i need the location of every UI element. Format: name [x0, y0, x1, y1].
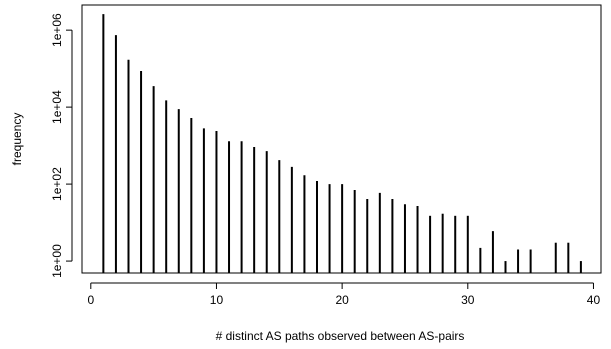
x-tick-label: 0: [87, 293, 94, 307]
x-tick-label: 30: [461, 293, 475, 307]
x-tick-label: 40: [587, 293, 601, 307]
x-axis-label: # distinct AS paths observed between AS-…: [216, 329, 465, 343]
y-tick-label: 1e+04: [50, 90, 64, 124]
x-tick-label: 10: [210, 293, 224, 307]
x-tick-label: 20: [335, 293, 349, 307]
y-axis-label: frequency: [10, 113, 24, 166]
y-tick-label: 1e+00: [50, 244, 64, 278]
y-tick-label: 1e+02: [50, 167, 64, 201]
y-tick-label: 1e+06: [50, 13, 64, 47]
